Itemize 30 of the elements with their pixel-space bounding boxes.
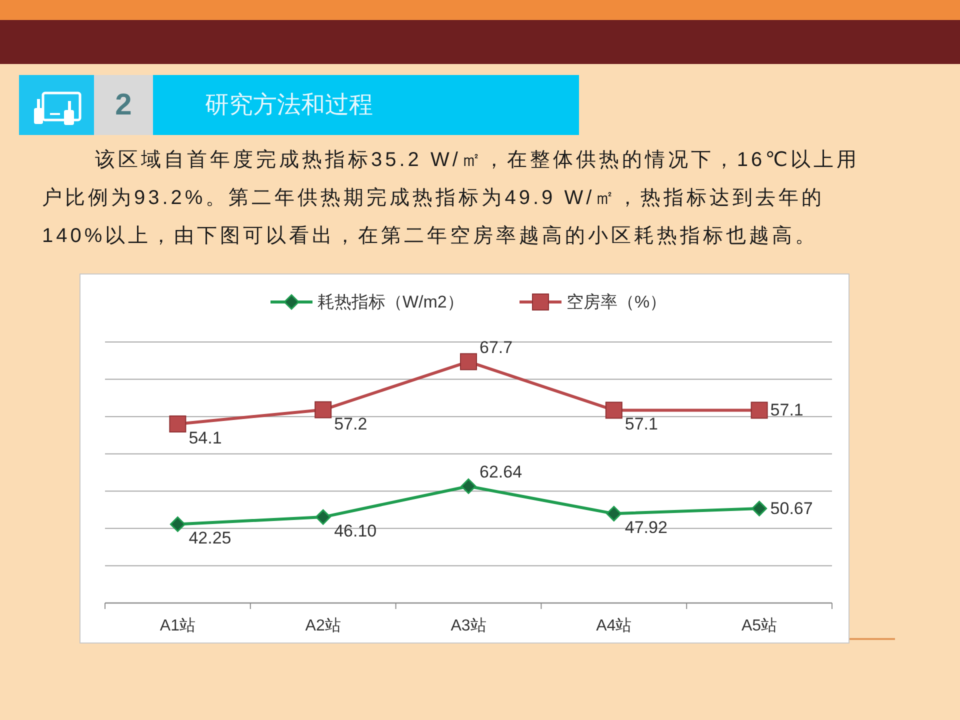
legend-label: 耗热指标（W/m2） bbox=[318, 292, 464, 312]
data-label: 50.67 bbox=[770, 499, 813, 518]
chart-title: 研究方法和过程 bbox=[205, 92, 373, 118]
data-label: 57.1 bbox=[770, 400, 804, 420]
legend-label: 空房率（%） bbox=[566, 292, 667, 312]
x-tick-label: A3站 bbox=[450, 616, 486, 634]
x-tick-label: A2站 bbox=[305, 616, 341, 634]
point bbox=[314, 401, 332, 418]
point bbox=[750, 402, 768, 419]
point bbox=[460, 478, 476, 494]
x-tick-label: A4站 bbox=[596, 616, 632, 634]
data-label: 67.7 bbox=[480, 338, 513, 358]
point bbox=[752, 500, 768, 516]
point bbox=[315, 509, 331, 525]
point bbox=[606, 506, 622, 522]
data-label: 42.25 bbox=[188, 528, 232, 548]
point bbox=[170, 516, 186, 532]
data-label: 57.2 bbox=[334, 414, 368, 434]
data-label: 47.92 bbox=[624, 518, 668, 538]
point bbox=[460, 353, 477, 370]
chart-subtitle: 该区域自首年度完成热指标35.2 W/㎡，在整体供热的情况下，16℃以上用户比例为93.2%。第二年供热期完成热指标为49.9 W/㎡，热指标达到去年的140%以上，由下图可以看出，在第二年空房率越高的小区耗热指标也越高。 bbox=[42, 148, 861, 249]
data-label: 46.10 bbox=[334, 522, 377, 541]
data-label: 62.64 bbox=[480, 462, 522, 482]
data-label: 57.1 bbox=[624, 414, 658, 434]
data-label: 54.1 bbox=[188, 428, 222, 448]
text: 2 bbox=[115, 88, 132, 122]
point bbox=[169, 415, 186, 432]
x-tick-label: A5站 bbox=[742, 616, 778, 634]
x-tick-label: A1站 bbox=[160, 616, 196, 634]
point bbox=[605, 402, 622, 419]
